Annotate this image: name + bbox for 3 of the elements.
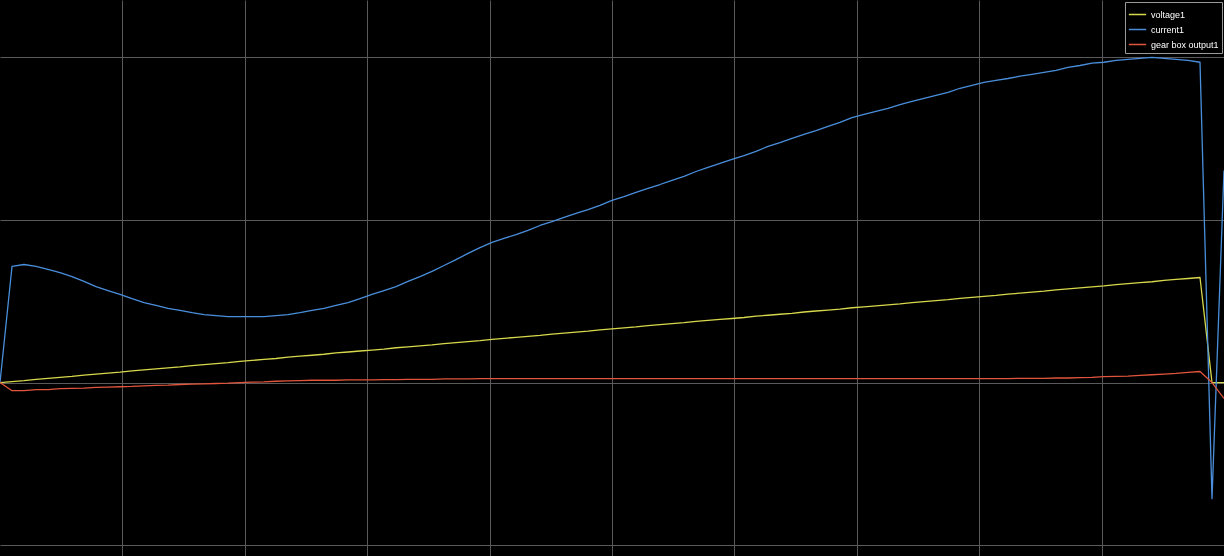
legend-label: gear box output1: [1151, 39, 1219, 50]
legend-label: current1: [1151, 24, 1185, 35]
legend-label: voltage1: [1151, 9, 1186, 20]
